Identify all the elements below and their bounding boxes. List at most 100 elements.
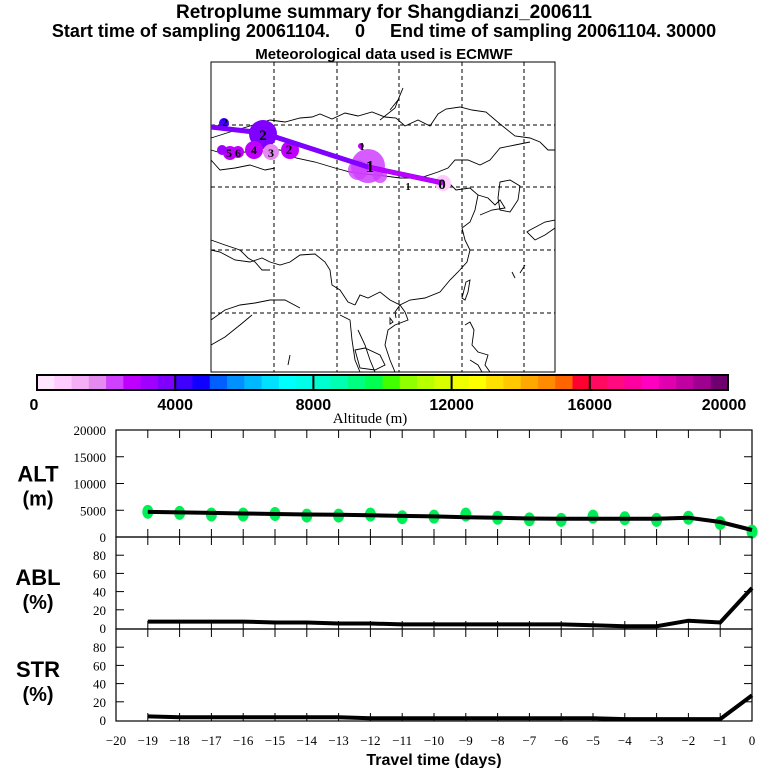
- x-tick-label: −18: [169, 733, 189, 748]
- colorbar-swatch: [468, 375, 487, 390]
- colorbar-swatch: [209, 375, 228, 390]
- time-series-panels: 05000100001500020000ALT(m)020406080ABL(%…: [15, 423, 758, 768]
- x-tick-label: 0: [749, 733, 756, 748]
- colorbar-swatch: [486, 375, 504, 390]
- x-tick-label: −20: [106, 733, 126, 748]
- colorbar-tick-labels: 0 4000 8000 12000 16000 20000: [30, 397, 747, 414]
- plume-cluster-4: [245, 141, 263, 159]
- y-tick-label: 20000: [74, 423, 107, 438]
- colorbar-tick-label: 12000: [429, 397, 474, 414]
- y-tick-label: 80: [93, 640, 106, 655]
- colorbar-swatch: [140, 375, 159, 390]
- y-tick-label: 80: [93, 548, 106, 563]
- colorbar-swatch: [192, 375, 211, 390]
- colorbar-swatch: [399, 375, 418, 390]
- x-tick-label: −6: [554, 733, 568, 748]
- colorbar-swatch: [572, 375, 591, 390]
- colorbar-swatch: [537, 375, 556, 390]
- colorbar-swatch: [434, 375, 453, 390]
- x-tick-label: −13: [328, 733, 348, 748]
- colorbar-swatch: [106, 375, 124, 390]
- colorbar-swatch: [658, 375, 677, 390]
- colorbar-swatch: [589, 375, 608, 390]
- map-day-label-0: 0: [438, 177, 446, 193]
- colorbar-frame: [36, 374, 729, 391]
- colorbar-label: Altitude (m): [333, 411, 408, 427]
- map-day-label-1-lower: 1: [406, 182, 411, 193]
- y-tick-label: 5000: [80, 503, 106, 518]
- y-tick-label: 40: [93, 677, 106, 692]
- x-tick-label: −11: [392, 733, 412, 748]
- panel-unit-label: (m): [22, 489, 53, 511]
- colorbar-swatch: [710, 375, 729, 390]
- x-tick-label: −7: [522, 733, 536, 748]
- colorbar-swatch: [607, 375, 625, 390]
- map-day-label-5: 5: [226, 146, 232, 160]
- panel-unit-label: (%): [22, 684, 53, 706]
- colorbar-swatch: [365, 375, 383, 390]
- panel-label: ALT: [17, 462, 59, 487]
- colorbar-swatch: [88, 375, 107, 390]
- y-tick-label: 60: [93, 566, 106, 581]
- colorbar-swatch: [244, 375, 263, 390]
- colorbar-swatch: [330, 375, 349, 390]
- plume-cluster-1d: [358, 143, 364, 149]
- map-frame: [210, 61, 556, 373]
- colorbar-swatch: [313, 375, 332, 390]
- series-line-str: [147, 693, 754, 722]
- colorbar-swatch: [382, 375, 401, 390]
- map-panel: 0 1 1 1 2 2 2 3 4 5 6: [210, 61, 556, 373]
- colorbar-tick-label: 16000: [568, 397, 613, 414]
- panel-unit-label: (%): [22, 592, 53, 614]
- y-tick-label: 0: [100, 713, 107, 728]
- map-day-label-6: 6: [235, 146, 241, 160]
- y-tick-label: 0: [100, 530, 107, 545]
- colorbar-tick-label: 0: [30, 397, 39, 414]
- panel-frame: [115, 536, 753, 630]
- colorbar-swatch: [503, 375, 522, 390]
- colorbar-swatch: [520, 375, 539, 390]
- colorbar-swatch: [37, 375, 55, 390]
- panel-str: 0 20 40 60 80 STR(%): [16, 628, 754, 728]
- colorbar-tick-label: 8000: [296, 397, 332, 414]
- x-tick-label: −1: [713, 733, 727, 748]
- x-tick-label: −15: [265, 733, 285, 748]
- altitude-point: [460, 507, 472, 522]
- colorbar-swatch: [71, 375, 90, 390]
- altitude-colorbar: [36, 374, 729, 391]
- panel-label: ABL: [15, 565, 60, 590]
- y-tick-label: 15000: [74, 450, 107, 465]
- x-tick-label: −5: [586, 733, 600, 748]
- colorbar-tick-label: 4000: [157, 397, 193, 414]
- colorbar-swatch: [693, 375, 712, 390]
- series-line-abl: [147, 586, 754, 629]
- plume-cluster-8: [219, 118, 229, 128]
- colorbar-swatch: [417, 375, 435, 390]
- x-tick-label: −9: [459, 733, 473, 748]
- trajectory-line-recent: [367, 165, 444, 185]
- panel-frame: [115, 628, 753, 722]
- x-tick-label: −12: [360, 733, 380, 748]
- colorbar-swatch: [175, 375, 193, 390]
- y-tick-label: 10000: [74, 477, 107, 492]
- colorbar-swatch: [54, 375, 73, 390]
- colorbar-swatch: [451, 375, 470, 390]
- colorbar-swatch: [624, 375, 643, 390]
- x-tick-label: −19: [138, 733, 158, 748]
- plume-cluster-6: [232, 146, 244, 158]
- colorbar-tick-label: 20000: [702, 397, 747, 414]
- x-tick-label: −17: [201, 733, 222, 748]
- panel-alt: 0 5000 10000 15000 20000 ALT(m): [17, 423, 758, 545]
- chart-title: Retroplume summary for Shangdianzi_20061…: [175, 2, 593, 23]
- altitude-point: [587, 509, 599, 524]
- altitude-point: [142, 504, 154, 519]
- map-day-labels: 0 1 1 1 2 2 2 3 4 5 6: [222, 117, 446, 193]
- map-day-label-2-west: 2: [222, 117, 228, 129]
- colorbar-swatch: [296, 375, 314, 390]
- y-tick-label: 60: [93, 658, 106, 673]
- sampling-time-subtitle: Start time of sampling 20061104. 0 End t…: [51, 21, 717, 41]
- y-tick-label: 40: [93, 585, 106, 600]
- colorbar-swatch: [676, 375, 694, 390]
- y-tick-label: 0: [100, 621, 107, 636]
- x-tick-label: −16: [233, 733, 254, 748]
